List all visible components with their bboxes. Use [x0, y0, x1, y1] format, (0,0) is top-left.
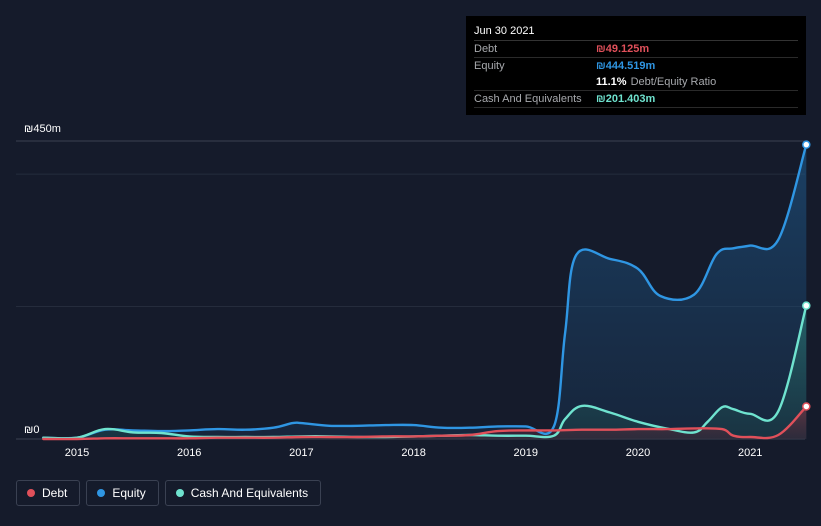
- y-tick-label-max: ₪450m: [24, 123, 61, 135]
- tooltip-debt-row: Debt ₪49.125m: [474, 41, 798, 58]
- tooltip-debt-label: Debt: [474, 43, 498, 55]
- cash-end-marker: [802, 301, 811, 310]
- tooltip-date: Jun 30 2021: [474, 22, 798, 41]
- tooltip-equity-value: ₪444.519m: [596, 60, 656, 72]
- tooltip-cash-value: ₪201.403m: [596, 93, 656, 105]
- debt-line: [42, 405, 808, 441]
- debt-area: [43, 406, 807, 440]
- cash-dot-icon: [175, 489, 184, 497]
- tooltip-ratio-label: Debt/Equity Ratio: [630, 76, 717, 88]
- series-lines: [42, 143, 808, 441]
- tooltip-ratio-value: 11.1%: [596, 76, 627, 88]
- x-tick-label-2020: 2020: [626, 447, 650, 459]
- tooltip-equity-label: Equity: [474, 60, 505, 72]
- x-tick-label-2017: 2017: [289, 447, 313, 459]
- legend-debt-label: Debt: [42, 486, 68, 500]
- series-areas: [43, 144, 807, 440]
- equity-end-marker: [802, 140, 811, 149]
- cash-area: [43, 305, 807, 439]
- chart-legend: Debt Equity Cash And Equivalents: [16, 480, 322, 506]
- axis-ticks: ₪0 ₪450m 2015 2016 2017 2018 2019 2020 2021: [24, 123, 762, 459]
- tooltip-panel: Jun 30 2021 Debt ₪49.125m Equity ₪444.51…: [466, 16, 806, 115]
- legend-item-debt[interactable]: Debt: [16, 480, 81, 506]
- x-tick-label-2018: 2018: [401, 447, 425, 459]
- tooltip-cash-label: Cash And Equivalents: [474, 93, 582, 105]
- x-tick-label-2016: 2016: [177, 447, 201, 459]
- equity-line: [42, 143, 808, 440]
- x-tick-label-2019: 2019: [514, 447, 538, 459]
- equity-dot-icon: [97, 489, 106, 497]
- legend-item-equity[interactable]: Equity: [86, 480, 159, 506]
- tooltip-ratio-row: 11.1% Debt/Equity Ratio: [474, 74, 798, 91]
- tooltip-equity-row: Equity ₪444.519m: [474, 58, 798, 74]
- y-tick-label-0: ₪0: [24, 424, 39, 436]
- legend-equity-label: Equity: [112, 486, 146, 500]
- x-tick-label-2015: 2015: [65, 447, 89, 459]
- end-markers: [802, 140, 811, 411]
- legend-item-cash[interactable]: Cash And Equivalents: [164, 480, 322, 506]
- x-tick-label-2021: 2021: [738, 447, 762, 459]
- debt-end-marker: [802, 402, 811, 411]
- debt-dot-icon: [27, 489, 35, 497]
- legend-cash-label: Cash And Equivalents: [190, 486, 309, 500]
- tooltip-cash-row: Cash And Equivalents ₪201.403m: [474, 91, 798, 108]
- equity-area: [43, 144, 807, 439]
- tooltip-debt-value: ₪49.125m: [596, 43, 650, 55]
